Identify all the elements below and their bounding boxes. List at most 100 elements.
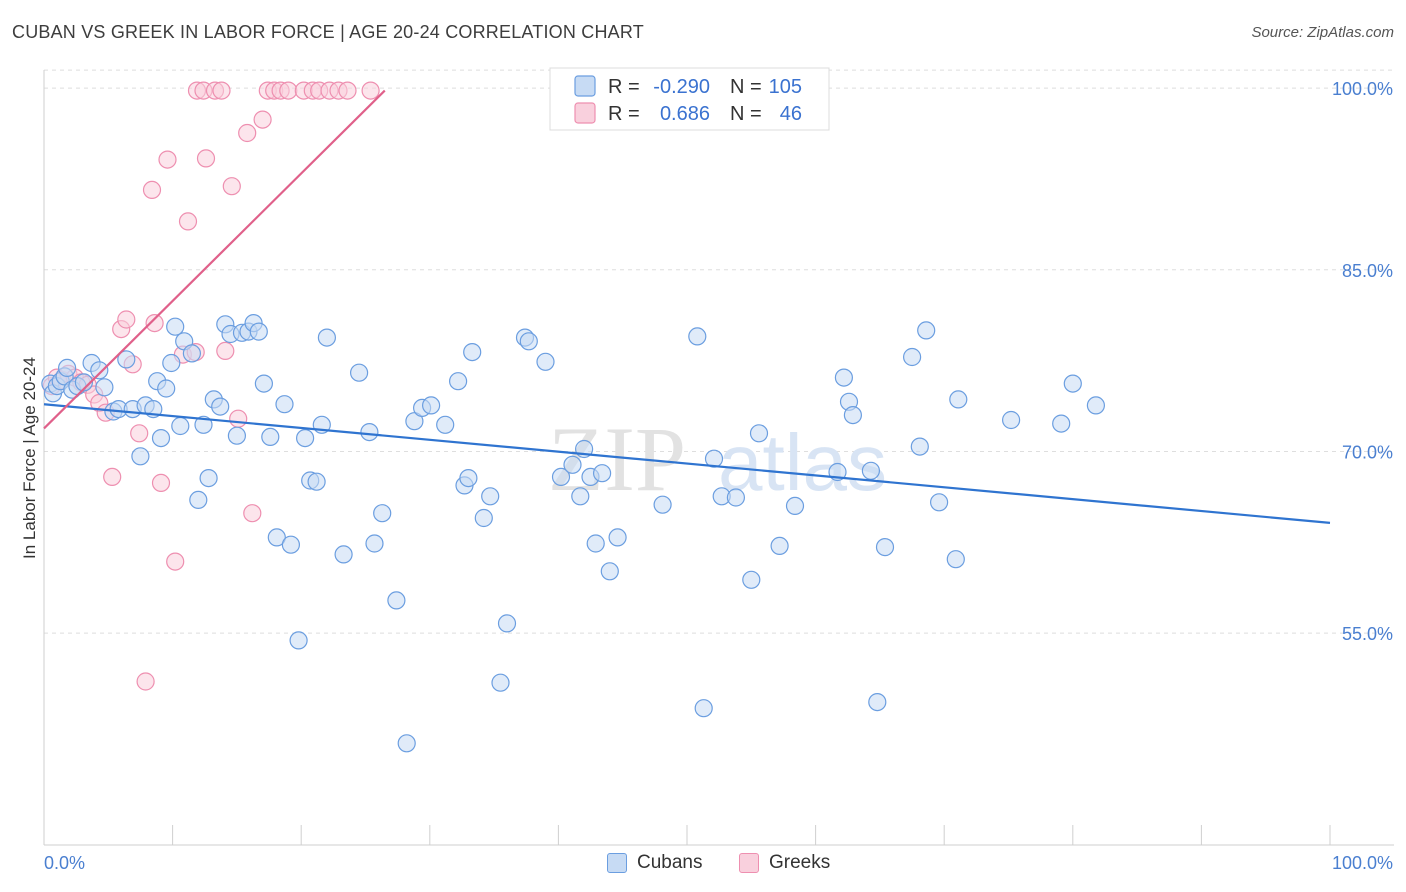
y-tick-label: 100.0% xyxy=(1332,79,1393,99)
cubans-point xyxy=(770,536,789,556)
cubans-point xyxy=(157,379,176,398)
greeks-point xyxy=(338,81,357,100)
greeks-point xyxy=(117,310,136,329)
greeks-point xyxy=(216,341,235,360)
cubans-point xyxy=(843,406,863,425)
cubans-point xyxy=(334,545,353,564)
cubans-point xyxy=(497,614,517,633)
cubans-point xyxy=(211,397,230,416)
cubans-point xyxy=(166,317,185,336)
cubans-point xyxy=(1086,396,1106,415)
legend-r-value-cubans: -0.290 xyxy=(653,76,710,98)
x-tick-label-max: 100.0% xyxy=(1332,853,1393,873)
cubans-point xyxy=(254,374,273,393)
cubans-point xyxy=(1063,374,1082,393)
cubans-point xyxy=(317,328,336,347)
cubans-point xyxy=(307,472,326,491)
cubans-point xyxy=(261,427,280,446)
axis-layer xyxy=(43,70,1394,846)
cubans-point xyxy=(875,537,895,557)
cubans-point xyxy=(281,535,300,554)
cubans-point xyxy=(95,378,114,397)
cubans-point xyxy=(1001,410,1021,430)
watermark: ZIP atlas xyxy=(548,408,887,510)
cubans-point xyxy=(397,734,416,753)
legend-r-label-cubans: R = xyxy=(608,76,640,98)
cubans-point xyxy=(227,426,246,445)
greeks-points xyxy=(42,81,380,691)
bottom-legend: Cubans Greeks xyxy=(0,852,1406,878)
cubans-point xyxy=(162,353,181,373)
cubans-point xyxy=(949,390,968,409)
cubans-point xyxy=(653,495,672,514)
y-tick-label: 85.0% xyxy=(1342,261,1393,281)
cubans-point xyxy=(189,490,208,509)
cubans-trend-line xyxy=(43,403,1331,524)
cubans-point xyxy=(861,461,881,480)
cubans-point xyxy=(422,396,441,415)
legend-n-label-cubans: N = xyxy=(730,76,762,98)
cubans-points xyxy=(41,314,1106,753)
legend-n-label-greeks: N = xyxy=(730,103,762,125)
cubans-point xyxy=(267,528,286,547)
cubans-point xyxy=(742,570,761,589)
cubans-point xyxy=(57,358,77,377)
cubans-point xyxy=(929,493,949,512)
legend-swatch-cubans xyxy=(574,75,596,97)
cubans-point xyxy=(90,361,109,380)
cubans-point xyxy=(917,321,936,340)
cubans-point xyxy=(387,591,406,610)
greeks-point xyxy=(158,150,177,169)
greeks-point xyxy=(212,81,231,100)
cubans-point xyxy=(946,550,965,569)
greeks-point xyxy=(151,473,171,492)
y-axis-title: In Labor Force | Age 20-24 xyxy=(20,357,39,559)
cubans-point xyxy=(360,423,379,442)
bottom-legend-item-greeks: Greeks xyxy=(739,852,830,874)
greeks-point xyxy=(238,123,257,143)
greeks-point xyxy=(229,409,248,428)
y-tick-label: 55.0% xyxy=(1342,624,1393,644)
bottom-legend-swatch-greeks xyxy=(739,853,759,873)
cubans-point xyxy=(563,455,582,474)
greeks-point xyxy=(222,177,241,196)
bottom-legend-label-greeks: Greeks xyxy=(769,852,831,873)
cubans-point xyxy=(536,352,555,371)
grid-layer xyxy=(44,69,1394,634)
cubans-point xyxy=(749,424,769,443)
greeks-point xyxy=(136,672,155,691)
cubans-point xyxy=(910,437,929,456)
cubans-point xyxy=(365,534,384,553)
greeks-point xyxy=(178,212,198,231)
bottom-legend-item-cubans: Cubans xyxy=(607,852,703,874)
greeks-point xyxy=(142,180,162,199)
source-credit: Source: ZipAtlas.com xyxy=(1251,24,1394,41)
cubans-point xyxy=(171,416,190,436)
legend-r-value-greeks: 0.686 xyxy=(660,103,710,125)
cubans-point xyxy=(182,344,201,363)
greeks-point xyxy=(253,110,272,129)
bottom-legend-swatch-cubans xyxy=(607,853,627,873)
greeks-point xyxy=(243,504,262,523)
greeks-point xyxy=(130,424,149,443)
cubans-point xyxy=(694,699,713,718)
cubans-point xyxy=(151,429,171,448)
cubans-point xyxy=(519,332,538,351)
cubans-point xyxy=(608,528,627,547)
greeks-point xyxy=(361,81,380,100)
cubans-point xyxy=(600,562,619,581)
y-tick-labels: 55.0% 70.0% 85.0% 100.0% xyxy=(1332,79,1393,644)
x-tick-label-min: 0.0% xyxy=(44,853,85,873)
legend-n-value-greeks: 46 xyxy=(780,103,802,125)
greeks-point xyxy=(279,81,298,100)
top-legend-box xyxy=(549,67,830,131)
cubans-point xyxy=(1052,414,1071,433)
greeks-point xyxy=(145,314,164,333)
greeks-point xyxy=(166,552,185,571)
cubans-point xyxy=(74,373,94,392)
cubans-point xyxy=(704,449,724,468)
legend-swatch-greeks xyxy=(574,102,596,124)
cubans-point xyxy=(491,673,510,692)
cubans-point xyxy=(275,395,294,414)
